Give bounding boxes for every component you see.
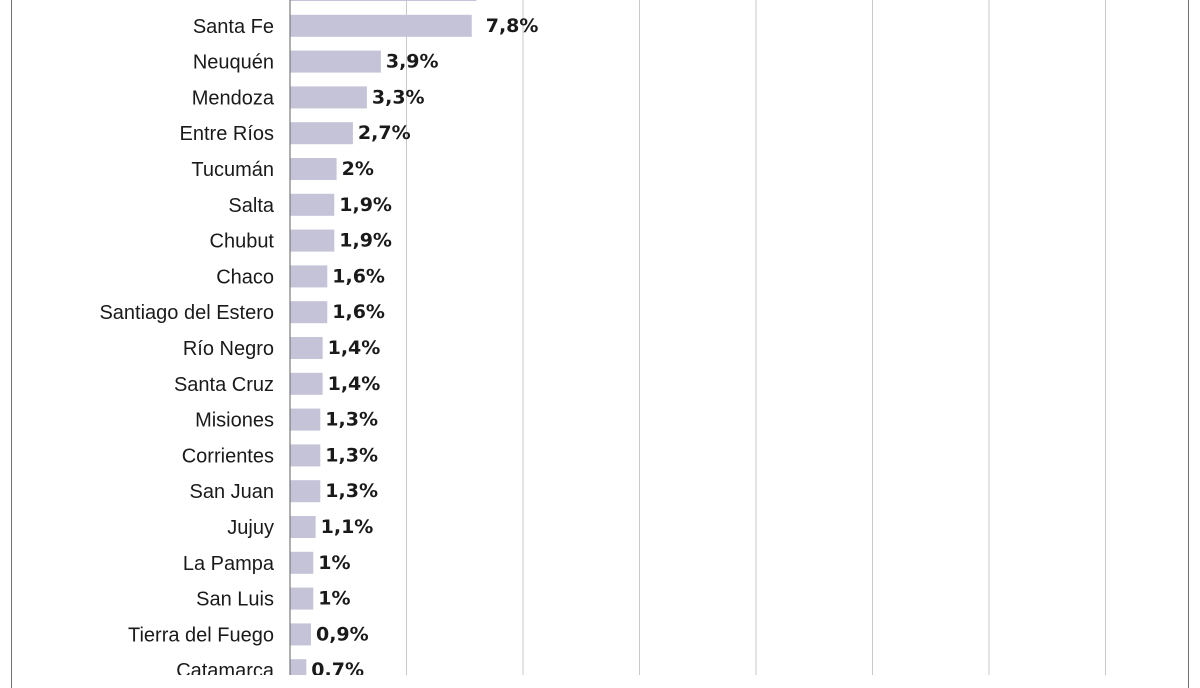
- value-label: 0,9%: [316, 623, 369, 645]
- value-label: 1,3%: [325, 409, 378, 431]
- category-label: Tucumán: [191, 159, 274, 181]
- chart-frame: [11, 0, 1189, 688]
- value-label: 1,3%: [325, 480, 378, 502]
- bar: [290, 408, 321, 431]
- bar: [290, 158, 337, 180]
- value-label: 0,7%: [311, 659, 364, 675]
- bar: [290, 229, 335, 252]
- value-label: 2%: [342, 158, 374, 180]
- bar: [290, 623, 311, 646]
- bar: [290, 551, 314, 574]
- category-labels: Santa Fe Neuquén Mendoza Entre Ríos Tucumán S…: [99, 16, 274, 675]
- value-label: 1,6%: [332, 265, 385, 287]
- gridlines: [406, 0, 1106, 675]
- bar: [290, 587, 314, 610]
- bar: [290, 444, 321, 467]
- category-label: Misiones: [195, 410, 274, 432]
- category-label: Catamarca: [176, 660, 275, 675]
- category-label: San Juan: [189, 481, 274, 503]
- value-label: 1,9%: [339, 230, 392, 252]
- category-label: La Pampa: [183, 553, 275, 575]
- category-label: Santiago del Estero: [99, 302, 274, 324]
- category-label: Corrientes: [182, 445, 274, 467]
- value-label: 1%: [318, 588, 350, 610]
- category-label: Entre Ríos: [180, 123, 274, 145]
- value-label: 1,6%: [332, 301, 385, 323]
- bar: [290, 0, 477, 1]
- bar: [290, 480, 321, 503]
- value-label: 1,3%: [325, 444, 378, 466]
- category-label: Jujuy: [227, 517, 274, 539]
- value-label: 1%: [318, 552, 350, 574]
- value-label: 1,4%: [328, 337, 381, 359]
- category-label: Santa Cruz: [174, 374, 274, 396]
- bars: [290, 0, 477, 675]
- category-label: Salta: [228, 195, 274, 217]
- value-label: 7,8%: [486, 15, 539, 37]
- bar: [290, 337, 323, 359]
- value-label: 1,9%: [339, 194, 392, 216]
- bar: [290, 86, 367, 109]
- bar: [290, 372, 323, 395]
- bar: [290, 659, 307, 675]
- category-label: Neuquén: [193, 52, 274, 74]
- value-label: 2,7%: [358, 122, 411, 144]
- value-label: 1,4%: [328, 373, 381, 395]
- category-label: Chubut: [210, 231, 275, 253]
- bar: [290, 193, 335, 216]
- category-label: Río Negro: [183, 338, 274, 360]
- value-labels: 7,8% 3,9% 3,3% 2,7% 2% 1,9% 1,9% 1,6% 1,6% 1,4% 1,…: [311, 15, 538, 675]
- value-label: 3,3%: [372, 86, 425, 108]
- bar: [290, 516, 316, 538]
- bar: [290, 14, 472, 37]
- value-label: 3,9%: [386, 51, 439, 73]
- value-label: 1,1%: [321, 516, 374, 538]
- bar: [290, 122, 353, 145]
- category-label: San Luis: [196, 589, 274, 611]
- bar: [290, 301, 328, 324]
- category-label: Tierra del Fuego: [128, 624, 274, 646]
- category-label: Mendoza: [192, 87, 275, 109]
- bar: [290, 50, 381, 73]
- category-label: Santa Fe: [193, 16, 274, 38]
- bar: [290, 265, 328, 288]
- category-label: Chaco: [216, 266, 274, 288]
